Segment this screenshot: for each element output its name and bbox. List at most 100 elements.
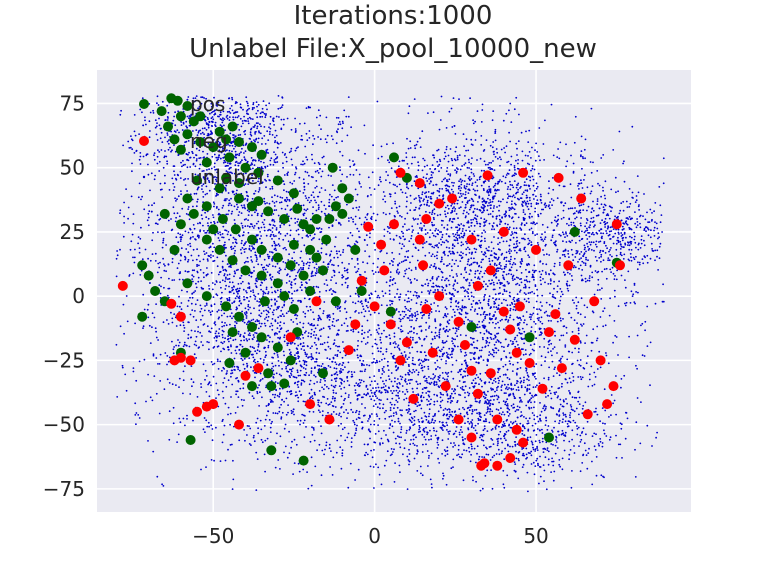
unlabel-point — [268, 228, 270, 231]
unlabel-point — [144, 248, 147, 251]
unlabel-point — [465, 138, 468, 141]
unlabel-point — [314, 187, 317, 189]
unlabel-point — [254, 320, 257, 323]
unlabel-point — [282, 123, 285, 126]
unlabel-point — [565, 326, 568, 329]
unlabel-point — [187, 333, 190, 336]
unlabel-point — [274, 153, 277, 156]
unlabel-point — [162, 241, 164, 244]
unlabel-point — [173, 115, 176, 118]
unlabel-point — [268, 133, 271, 136]
unlabel-point — [628, 356, 630, 359]
unlabel-point — [554, 366, 556, 369]
unlabel-point — [257, 344, 260, 346]
unlabel-point — [170, 229, 173, 232]
unlabel-point — [185, 140, 188, 143]
unlabel-point — [488, 314, 491, 316]
unlabel-point — [260, 242, 263, 245]
unlabel-point — [173, 279, 176, 281]
unlabel-point — [317, 250, 319, 253]
unlabel-point — [187, 208, 190, 211]
unlabel-point — [478, 320, 480, 323]
unlabel-point — [239, 387, 242, 390]
unlabel-point — [278, 237, 280, 240]
unlabel-point — [293, 260, 296, 262]
unlabel-point — [312, 261, 314, 264]
unlabel-point — [241, 310, 244, 313]
unlabel-point — [535, 363, 538, 365]
unlabel-point — [533, 264, 536, 267]
unlabel-point — [288, 253, 290, 256]
unlabel-point — [166, 363, 168, 366]
unlabel-point — [164, 182, 166, 185]
unlabel-point — [276, 289, 279, 292]
unlabel-point — [420, 325, 422, 328]
unlabel-point — [433, 224, 436, 226]
unlabel-point — [213, 337, 216, 339]
unlabel-point — [403, 245, 405, 248]
unlabel-point — [245, 315, 248, 317]
unlabel-point — [206, 258, 209, 261]
unlabel-point — [277, 356, 279, 358]
unlabel-point — [244, 150, 247, 153]
unlabel-point — [424, 380, 427, 382]
unlabel-point — [235, 352, 238, 355]
unlabel-point — [193, 269, 196, 272]
unlabel-point — [228, 202, 231, 205]
unlabel-point — [241, 404, 244, 407]
unlabel-point — [266, 319, 269, 322]
unlabel-point — [480, 235, 483, 238]
unlabel-point — [480, 239, 483, 242]
unlabel-point — [454, 332, 457, 335]
unlabel-point — [583, 244, 586, 247]
unlabel-point — [459, 334, 462, 336]
unlabel-point — [600, 260, 602, 263]
unlabel-point — [305, 156, 308, 159]
unlabel-point — [320, 228, 323, 230]
unlabel-point — [191, 150, 194, 153]
unlabel-point — [196, 263, 199, 266]
unlabel-point — [485, 255, 487, 258]
unlabel-point — [303, 380, 306, 383]
unlabel-point — [303, 188, 306, 191]
unlabel-point — [144, 119, 146, 122]
unlabel-point — [166, 116, 169, 118]
unlabel-point — [279, 226, 282, 229]
unlabel-point — [406, 358, 409, 360]
unlabel-point — [195, 282, 197, 285]
unlabel-point — [403, 223, 406, 226]
unlabel-point — [273, 159, 276, 161]
unlabel-point — [407, 309, 409, 311]
unlabel-point — [267, 346, 270, 349]
unlabel-point — [569, 381, 572, 384]
unlabel-point — [306, 345, 309, 347]
unlabel-point — [232, 247, 235, 250]
unlabel-point — [299, 419, 302, 422]
unlabel-point — [380, 304, 383, 306]
unlabel-point — [245, 338, 248, 340]
unlabel-point — [259, 132, 262, 135]
unlabel-point — [491, 259, 494, 262]
unlabel-point — [253, 358, 256, 361]
unlabel-point — [265, 234, 268, 237]
unlabel-point — [157, 262, 160, 265]
unlabel-point — [586, 219, 589, 222]
unlabel-point — [303, 244, 306, 247]
unlabel-point — [197, 330, 199, 333]
unlabel-point — [421, 169, 424, 172]
unlabel-point — [276, 322, 279, 324]
unlabel-point — [447, 240, 449, 243]
unlabel-point — [307, 332, 310, 334]
unlabel-point — [332, 318, 335, 320]
unlabel-point — [640, 324, 642, 327]
unlabel-point — [262, 100, 265, 102]
unlabel-point — [505, 240, 508, 243]
unlabel-point — [541, 322, 544, 325]
unlabel-point — [428, 205, 430, 207]
unlabel-point — [256, 127, 258, 130]
unlabel-point — [258, 189, 261, 191]
unlabel-point — [195, 154, 197, 156]
unlabel-point — [223, 124, 225, 127]
unlabel-point — [290, 217, 293, 220]
unlabel-point — [224, 280, 227, 283]
